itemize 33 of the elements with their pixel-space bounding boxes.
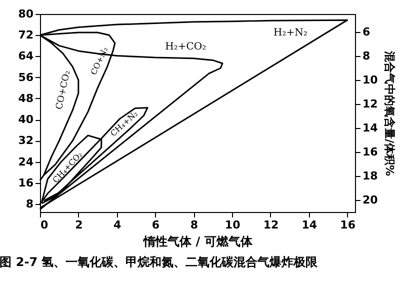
y-tick-label: 56 xyxy=(18,70,34,84)
x-tick-label: 4 xyxy=(114,218,122,232)
y-tick-label: 32 xyxy=(18,134,34,148)
y-tick-label: 72 xyxy=(18,28,34,42)
x-tick-label: 10 xyxy=(224,218,241,232)
series-label: H₂+N₂ xyxy=(274,28,308,39)
y2-tick-label: 6 xyxy=(362,26,370,38)
y2-tick-label: 18 xyxy=(362,170,378,182)
y-tick-label: 40 xyxy=(18,113,34,126)
x-axis-title: 惰性气体 / 可燃气体 xyxy=(142,234,254,248)
x-tick-label: 0 xyxy=(40,218,48,232)
caption: 图 2-7 氢、一氧化碳、甲烷和氮、二氧化碳混合气爆炸极限 xyxy=(0,255,319,269)
y2-tick-label: 20 xyxy=(362,194,378,206)
y-tick-label: 48 xyxy=(18,92,34,105)
x-tick-label: 6 xyxy=(152,218,160,232)
series-label: H₂+CO₂ xyxy=(165,41,206,52)
y2-tick-label: 16 xyxy=(362,146,378,158)
y2-tick-label: 12 xyxy=(362,98,378,110)
x-tick-label: 2 xyxy=(75,218,83,232)
x-tick-label: 16 xyxy=(340,218,356,232)
y-tick-label: 64 xyxy=(18,50,34,63)
y-tick-label: 24 xyxy=(18,155,34,168)
x-tick-label: 14 xyxy=(302,218,318,232)
text: CO+CO₂ xyxy=(54,69,73,111)
x-tick-label: 12 xyxy=(263,218,279,232)
x-tick-label: 8 xyxy=(190,218,198,232)
y2-tick-label: 10 xyxy=(362,74,378,86)
y2-tick-label: 14 xyxy=(362,122,378,134)
y-tick-label: 8 xyxy=(26,198,34,211)
y-tick-label: 80 xyxy=(18,8,34,20)
y2-axis-title: 混合气中的氧含量/体积% xyxy=(382,50,396,176)
y-tick-label: 16 xyxy=(18,176,34,190)
y2-tick-label: 8 xyxy=(362,50,370,62)
